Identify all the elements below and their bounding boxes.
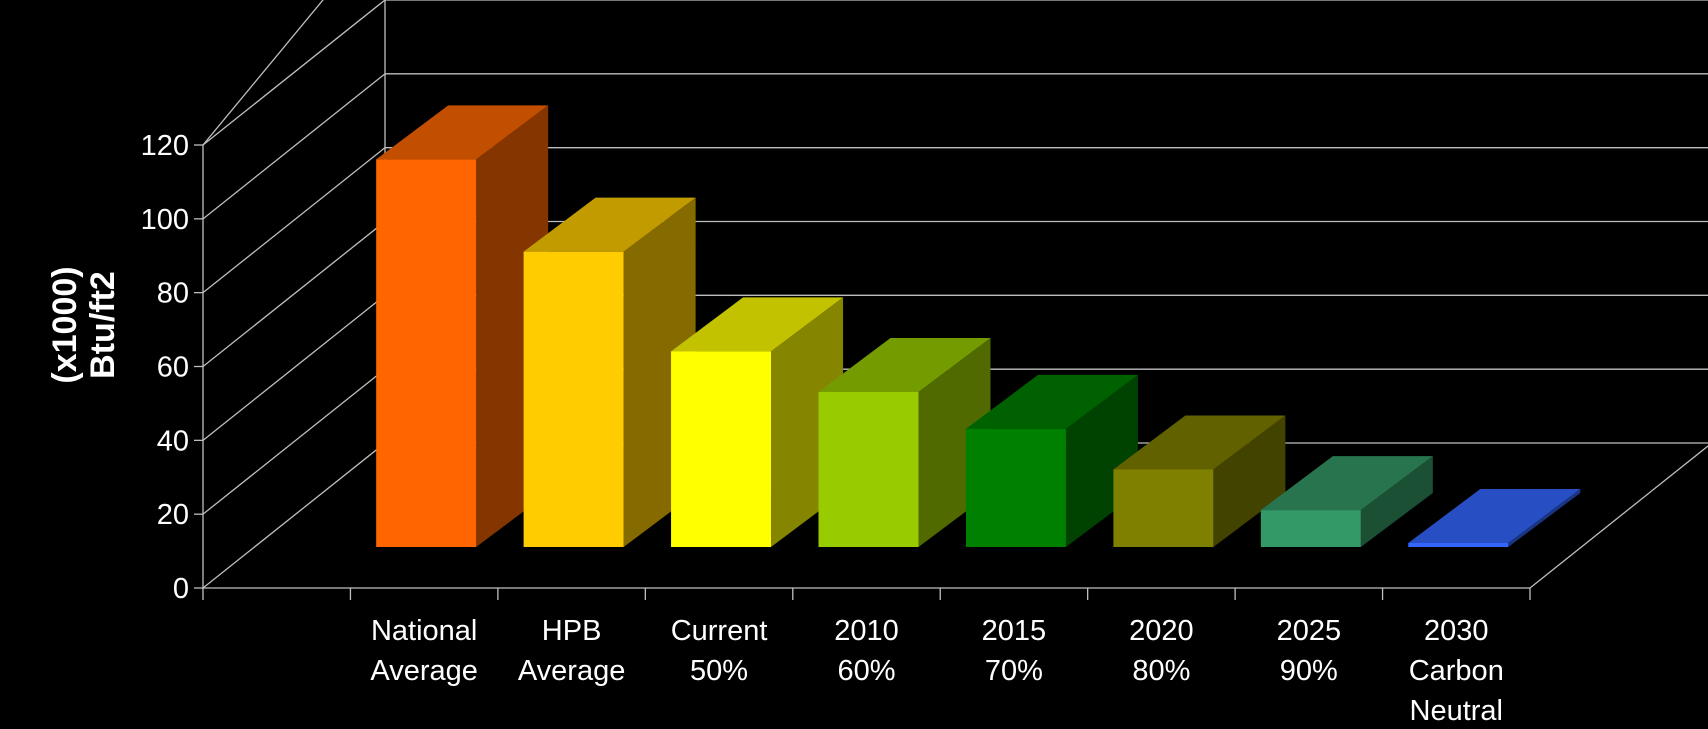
x-tick-label: 2010 (834, 615, 899, 647)
bar-top (1260, 456, 1433, 511)
y-tick-label: 100 (141, 204, 189, 236)
bar-top (1113, 415, 1286, 470)
bar (376, 159, 477, 547)
bar-top (818, 337, 991, 392)
bar (1113, 469, 1214, 547)
gridline-side (202, 294, 386, 441)
x-tick-label: 50% (690, 655, 748, 687)
x-tick-label: Neutral (1410, 695, 1504, 724)
gridline-side (202, 0, 324, 146)
floor-right-edge (1529, 445, 1708, 589)
gridline-side (202, 368, 386, 515)
bar (523, 251, 624, 547)
bar-top (671, 297, 844, 352)
gridline-side (202, 0, 386, 146)
x-tick-label: 80% (1132, 655, 1190, 687)
y-tick-label: 120 (141, 130, 189, 162)
y-tick-label: 20 (157, 499, 189, 531)
x-tick-label: 2025 (1277, 615, 1342, 647)
x-tick-label: HPB (542, 615, 602, 647)
bar-top (376, 105, 549, 160)
bar-top (523, 197, 696, 252)
bar (1408, 543, 1509, 547)
y-axis-label-line-2: Btu/ft2 (84, 271, 122, 379)
x-tick-label: Current (671, 615, 768, 647)
x-tick-label: 70% (985, 655, 1043, 687)
bar-side (1213, 415, 1286, 547)
gridline-side (202, 73, 386, 220)
x-tick-label: Carbon (1409, 655, 1504, 687)
y-tick-label: 80 (157, 278, 189, 310)
y-tick-label: 60 (157, 352, 189, 384)
x-tick-label: 2015 (982, 615, 1047, 647)
y-axis-label: (x1000) Btu/ft2 (14, 266, 154, 383)
gridline-side (202, 220, 386, 368)
x-tick-label: Average (518, 655, 626, 687)
x-tick-label: 90% (1280, 655, 1338, 687)
bar-side (1360, 456, 1433, 547)
gridline-side (202, 147, 386, 294)
x-tick-label: 2020 (1129, 615, 1194, 647)
bar (1260, 510, 1361, 547)
bar (671, 351, 772, 547)
gridline-side (202, 442, 386, 589)
x-tick-label: 2030 (1424, 615, 1489, 647)
x-tick-label: 60% (837, 655, 895, 687)
x-tick-label: National (371, 615, 477, 647)
bar (965, 428, 1066, 547)
bar (818, 391, 919, 547)
x-tick-label: Average (370, 655, 478, 687)
bar-side (1508, 489, 1581, 547)
y-tick-label: 40 (157, 425, 189, 457)
bar-top (1408, 489, 1581, 543)
y-axis-label-line-1: (x1000) (46, 266, 84, 384)
y-tick-label: 0 (173, 573, 189, 605)
bar-top (965, 374, 1138, 429)
